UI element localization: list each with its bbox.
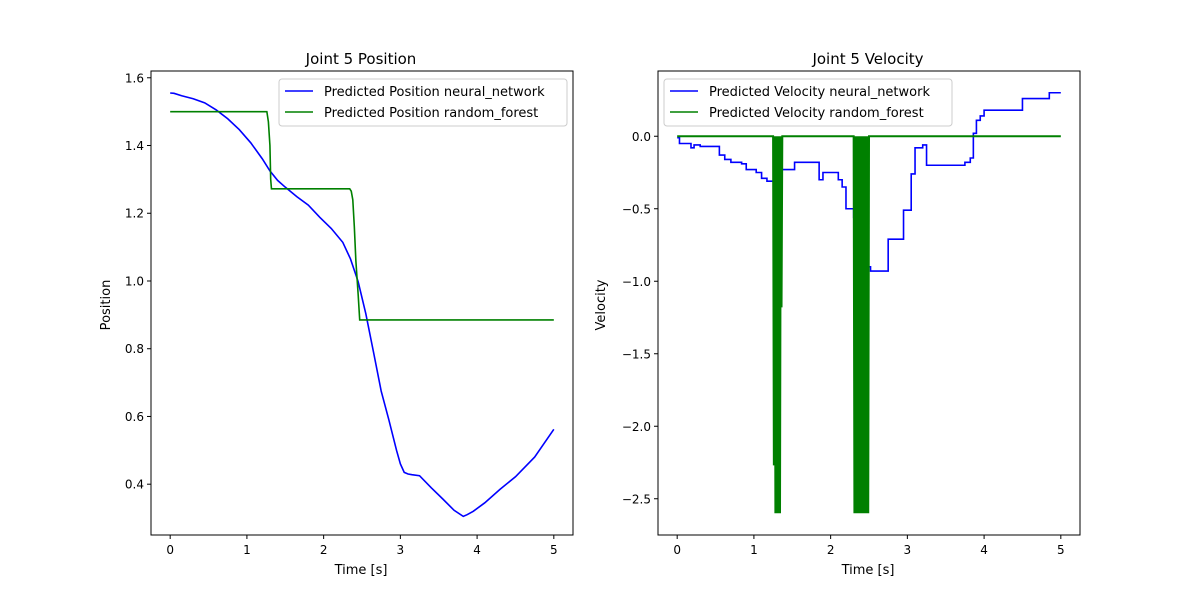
velocity-chart-legend-label-rf: Predicted Velocity random_forest <box>709 106 924 121</box>
position-chart-x-tick-label: 1 <box>243 543 251 557</box>
position-chart-x-tick-label: 0 <box>166 543 174 557</box>
position-chart-x-tick-label: 4 <box>473 543 481 557</box>
position-chart-series-neural-network-line <box>170 92 555 518</box>
position-chart-legend-box <box>278 78 568 127</box>
position-chart-series-random-forest-line <box>170 110 554 321</box>
position-chart-y-tick-label: 1.2 <box>125 207 144 221</box>
velocity-chart-x-tick-label: 5 <box>1057 543 1065 557</box>
velocity-chart-y-tick-label: −2.5 <box>622 492 651 506</box>
velocity-chart-plot-area: 0 1 2 3 4 5 0.0 −0.5 −1.0 −1.5 −2.0 −2.5 <box>622 70 1081 557</box>
position-chart-x-axis-label: Time [s] <box>334 563 388 578</box>
position-chart: Joint 5 Position Time [s] Position 0 1 2 3 4… <box>99 50 574 578</box>
velocity-chart: Joint 5 Velocity Time [s] Velocity 0 1 2 3 4… <box>594 50 1081 578</box>
position-chart-axes-frame <box>150 70 574 536</box>
velocity-chart-x-tick-label: 1 <box>750 543 758 557</box>
position-chart-y-tick-label: 0.6 <box>125 410 144 424</box>
velocity-chart-legend-box <box>663 78 953 127</box>
velocity-chart-x-tick-label: 4 <box>980 543 988 557</box>
velocity-chart-x-tick-label: 3 <box>904 543 912 557</box>
velocity-chart-legend: Predicted Velocity neural_network Predic… <box>663 78 953 127</box>
position-chart-y-tick-label: 0.4 <box>125 478 144 492</box>
position-chart-x-tick-label: 3 <box>397 543 405 557</box>
position-chart-x-tick-label: 5 <box>550 543 558 557</box>
velocity-chart-y-tick-label: −0.5 <box>622 202 651 216</box>
position-chart-y-tick-label: 1.4 <box>125 139 144 153</box>
velocity-chart-y-tick-label: 0.0 <box>632 130 651 144</box>
velocity-chart-axes-frame <box>657 70 1081 536</box>
velocity-chart-y-tick-label: −1.5 <box>622 347 651 361</box>
position-chart-y-axis-label: Position <box>99 280 114 331</box>
position-chart-legend: Predicted Position neural_network Predic… <box>278 78 568 127</box>
velocity-chart-y-tick-label: −1.0 <box>622 275 651 289</box>
position-chart-y-tick-label: 0.8 <box>125 342 144 356</box>
velocity-chart-x-tick-label: 0 <box>673 543 681 557</box>
position-chart-y-tick-label: 1.6 <box>125 71 144 85</box>
position-chart-legend-label-rf: Predicted Position random_forest <box>324 106 538 121</box>
position-chart-y-tick-label: 1.0 <box>125 274 144 288</box>
velocity-chart-y-tick-label: −2.0 <box>622 420 651 434</box>
position-chart-legend-label-nn: Predicted Position neural_network <box>324 85 545 100</box>
velocity-chart-x-tick-label: 2 <box>827 543 835 557</box>
position-chart-title: Joint 5 Position <box>305 50 417 68</box>
position-chart-x-tick-label: 2 <box>320 543 328 557</box>
velocity-chart-x-axis-label: Time [s] <box>841 563 895 578</box>
velocity-chart-y-axis-label: Velocity <box>594 279 609 330</box>
velocity-chart-legend-label-nn: Predicted Velocity neural_network <box>709 85 930 100</box>
position-chart-plot-area: 0 1 2 3 4 5 0.4 0.6 0.8 1.0 1.2 1.4 1.6 <box>125 70 574 557</box>
velocity-chart-series-random-forest-line <box>677 135 1061 514</box>
velocity-chart-title: Joint 5 Velocity <box>811 50 923 68</box>
